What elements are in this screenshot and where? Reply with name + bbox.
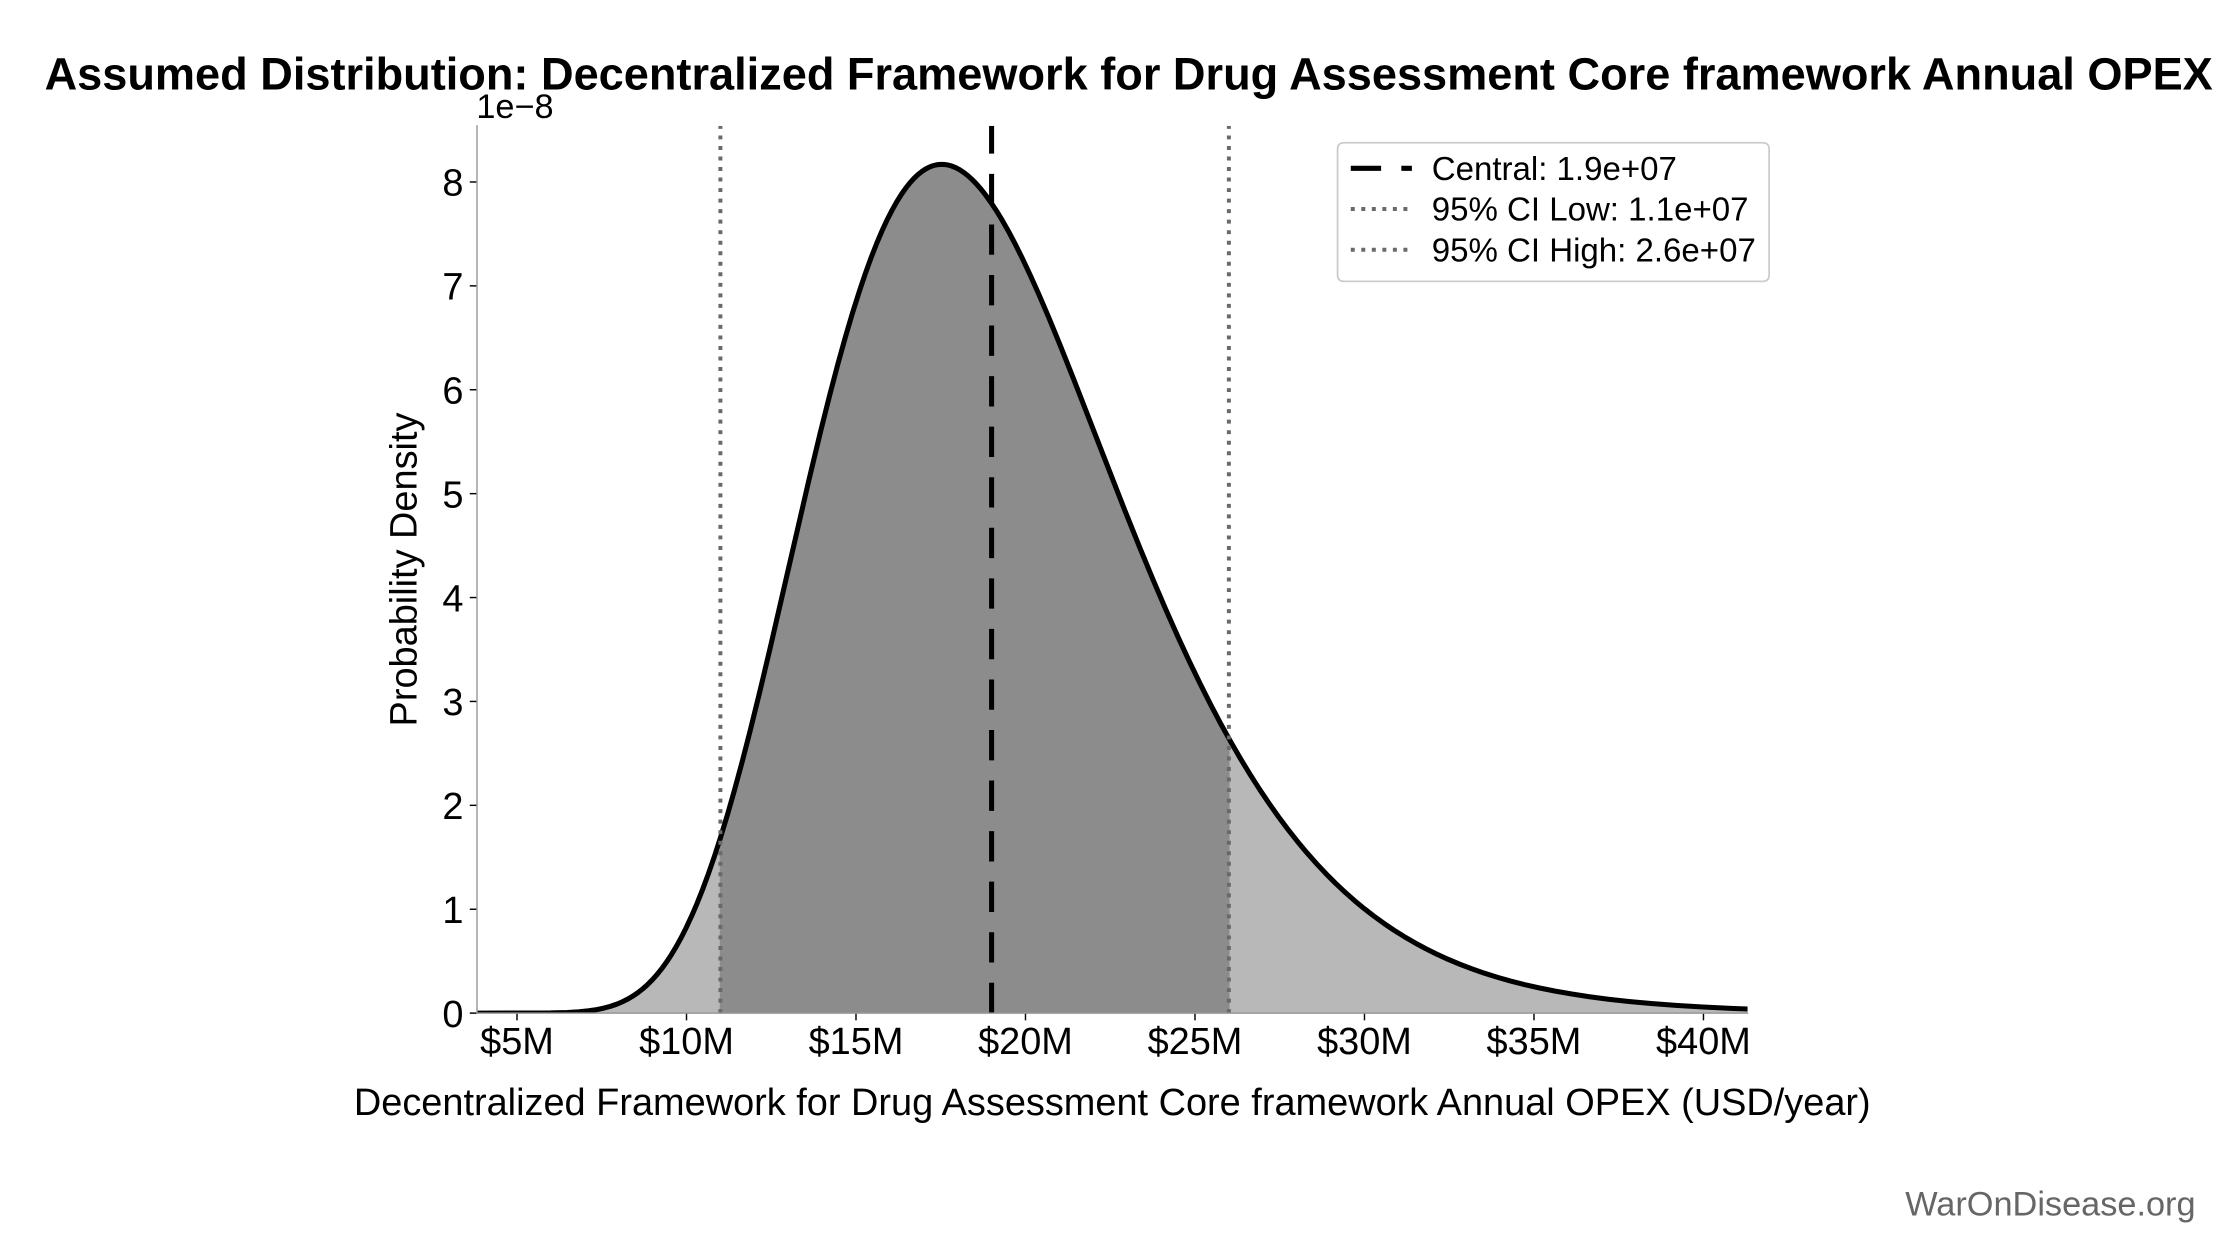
svg-text:Central: 1.9e+07: Central: 1.9e+07 (1432, 151, 1677, 188)
svg-text:6: 6 (442, 370, 463, 412)
svg-text:$20M: $20M (978, 1021, 1073, 1063)
svg-text:$10M: $10M (639, 1021, 734, 1063)
svg-text:$5M: $5M (480, 1021, 554, 1063)
svg-text:4: 4 (442, 578, 463, 620)
svg-text:Decentralized Framework for Dr: Decentralized Framework for Drug Assessm… (354, 1082, 1871, 1124)
svg-text:7: 7 (442, 267, 463, 309)
svg-text:Assumed Distribution: Decentra: Assumed Distribution: Decentralized Fram… (45, 48, 2213, 99)
svg-text:95% CI High: 2.6e+07: 95% CI High: 2.6e+07 (1432, 232, 1756, 269)
svg-text:95% CI Low: 1.1e+07: 95% CI Low: 1.1e+07 (1432, 192, 1749, 229)
svg-text:0: 0 (442, 994, 463, 1036)
svg-text:$25M: $25M (1148, 1021, 1243, 1063)
svg-text:$35M: $35M (1487, 1021, 1582, 1063)
svg-text:$15M: $15M (809, 1021, 904, 1063)
svg-text:$30M: $30M (1317, 1021, 1412, 1063)
svg-text:2: 2 (442, 786, 463, 828)
svg-text:1: 1 (442, 890, 463, 932)
svg-text:5: 5 (442, 474, 463, 516)
svg-text:WarOnDisease.org: WarOnDisease.org (1905, 1185, 2195, 1223)
svg-text:Probability Density: Probability Density (383, 412, 425, 726)
svg-text:8: 8 (442, 163, 463, 205)
svg-text:$40M: $40M (1656, 1021, 1751, 1063)
svg-text:3: 3 (442, 682, 463, 724)
